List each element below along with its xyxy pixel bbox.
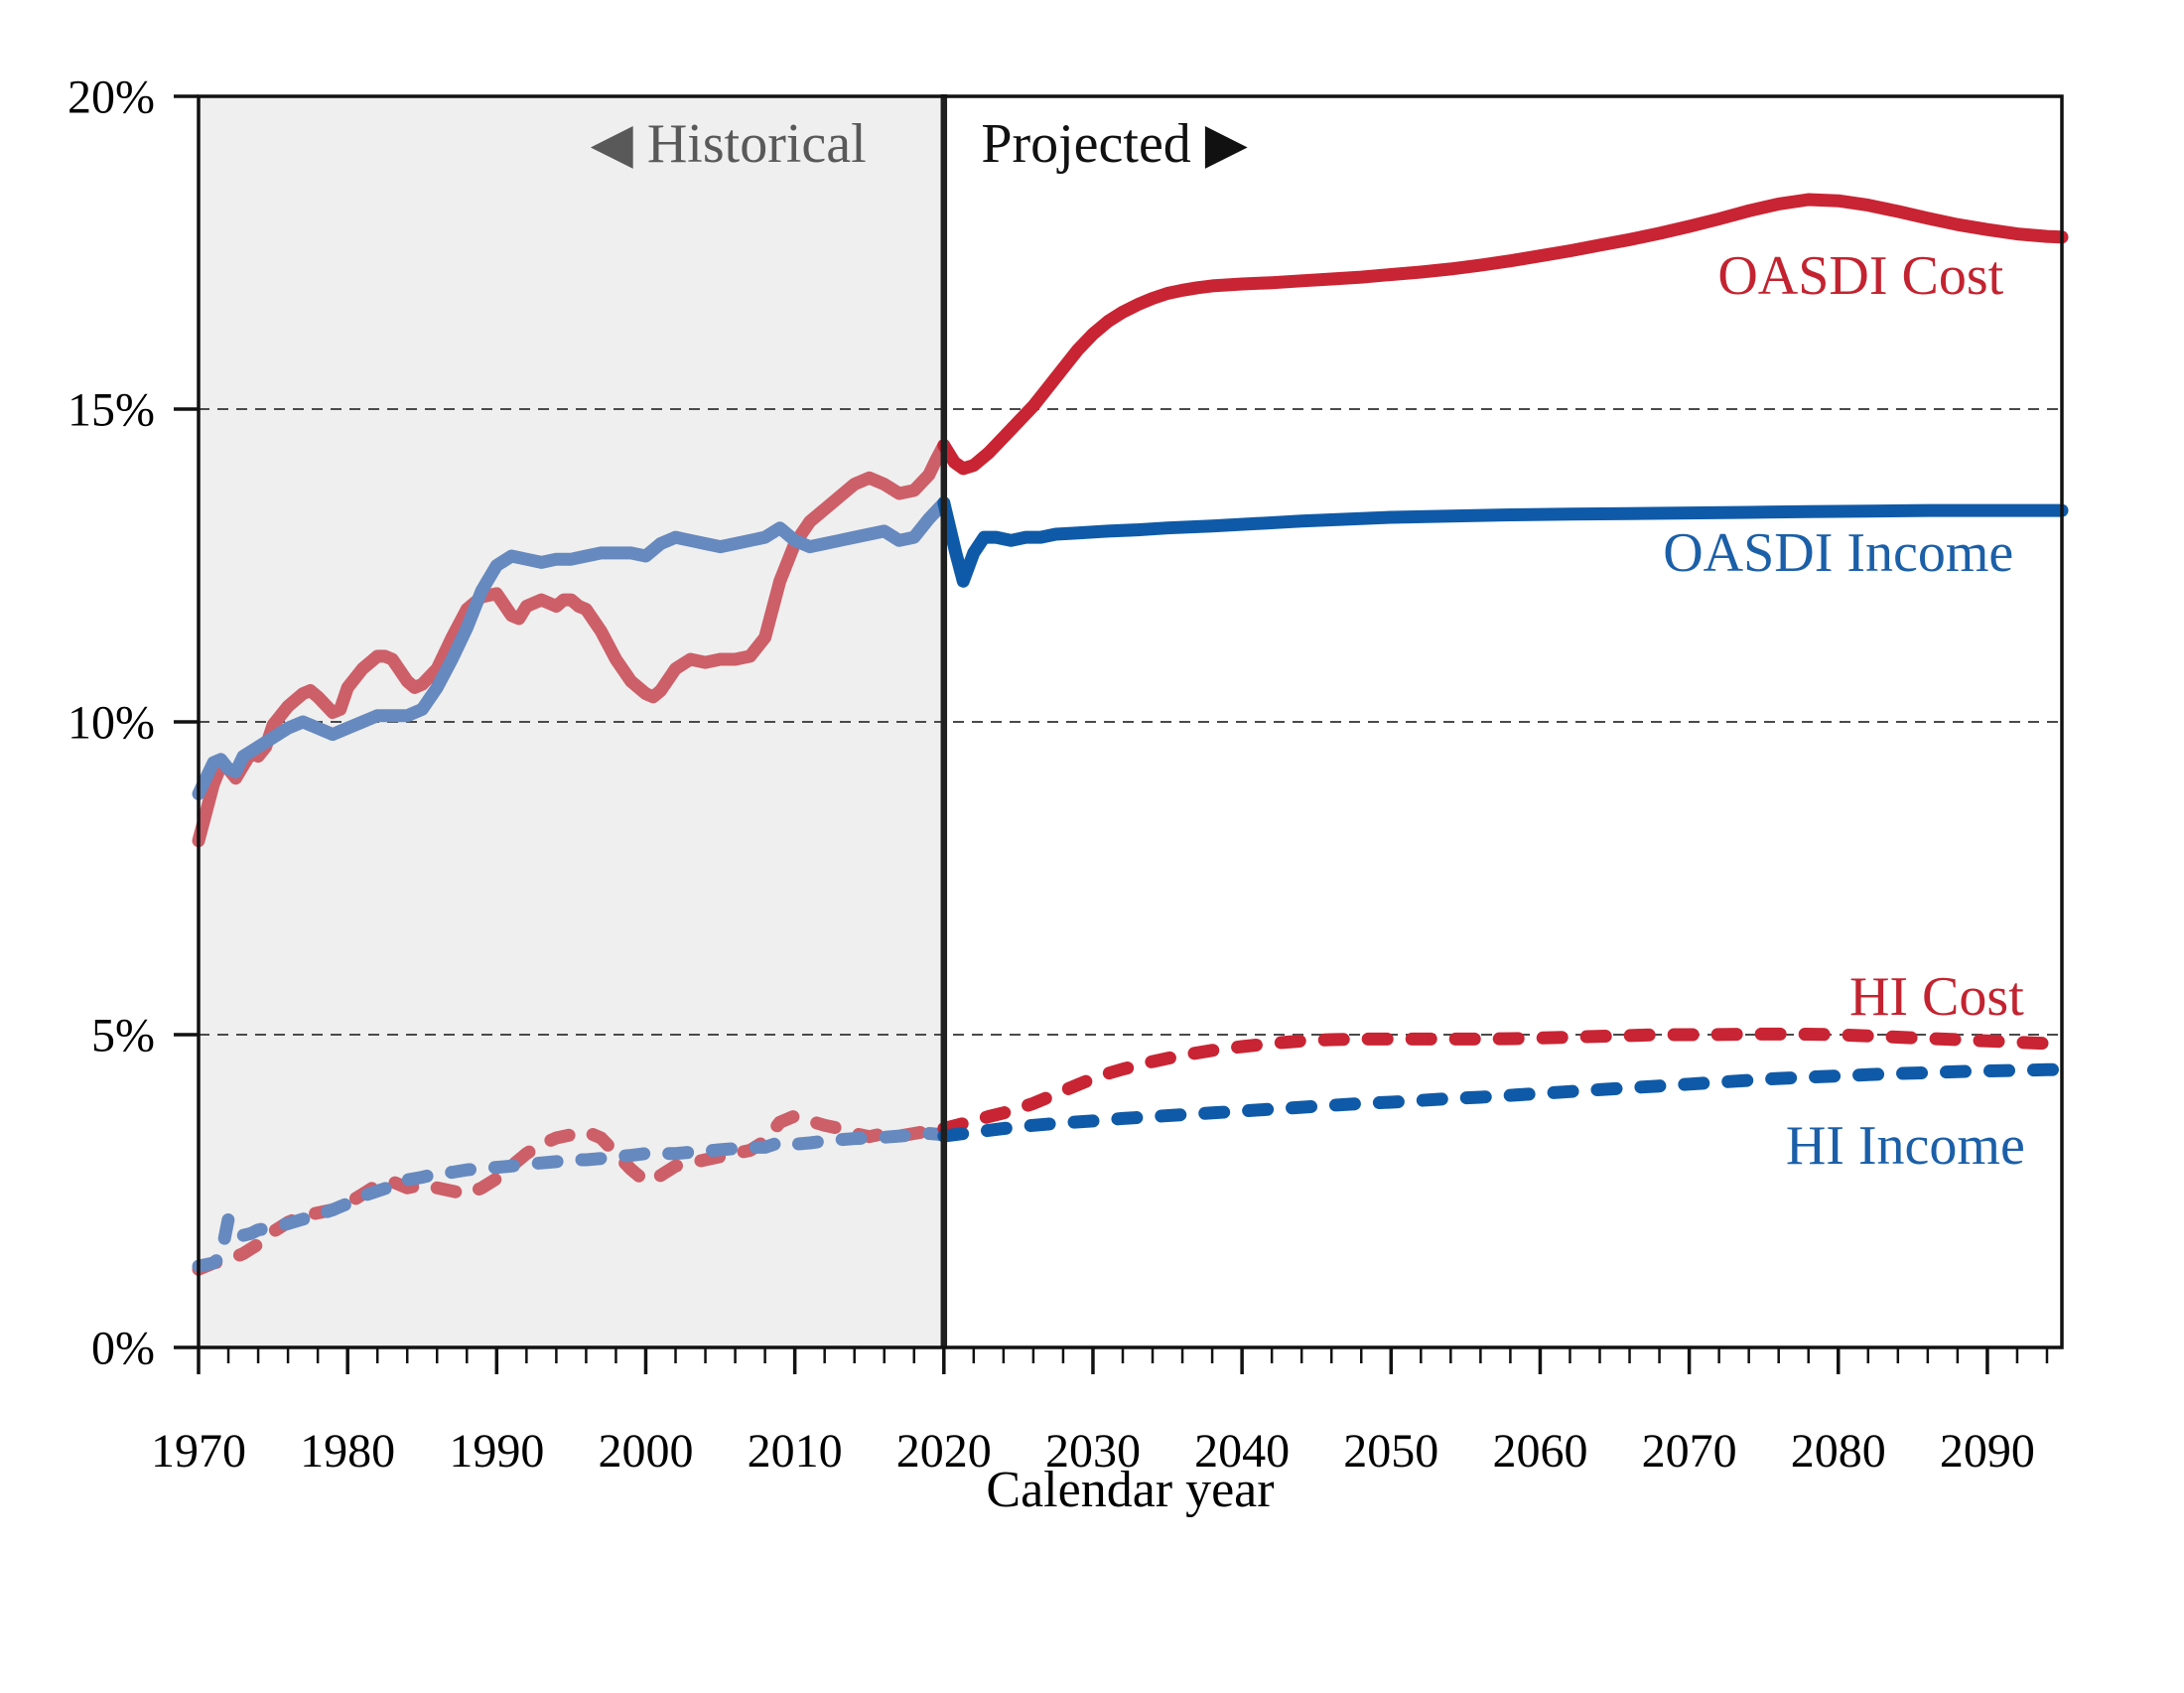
x-tick-label-2090: 2090 xyxy=(1940,1425,2035,1478)
historical-label: ◀ Historical xyxy=(591,113,867,175)
series-hi-income-projected xyxy=(937,1062,2069,1143)
y-tick-label-10: 10% xyxy=(68,696,155,749)
y-tick-label-15: 15% xyxy=(68,383,155,436)
x-axis-title: Calendar year xyxy=(986,1462,1274,1518)
y-tick-label-20: 20% xyxy=(68,71,155,123)
x-tick-label-2040: 2040 xyxy=(1194,1425,1290,1478)
x-tick-label-1970: 1970 xyxy=(151,1425,246,1478)
y-tick-label-5: 5% xyxy=(91,1009,155,1061)
x-tick-label-2060: 2060 xyxy=(1492,1425,1587,1478)
series-hi-cost-projected xyxy=(937,1027,2069,1135)
x-tick-label-2080: 2080 xyxy=(1791,1425,1886,1478)
hi-cost-label: HI Cost xyxy=(1849,966,2024,1028)
x-tick-label-1980: 1980 xyxy=(300,1425,395,1478)
series-hi-income-historical xyxy=(192,1127,951,1273)
oasdi-cost-label: OASDI Cost xyxy=(1717,245,2003,307)
x-tick-label-1990: 1990 xyxy=(449,1425,544,1478)
x-tick-label-2020: 2020 xyxy=(896,1425,992,1478)
oasdi-income-label: OASDI Income xyxy=(1663,522,2013,584)
x-tick-label-2070: 2070 xyxy=(1642,1425,1737,1478)
projected-label: Projected ▶ xyxy=(981,113,1248,175)
x-tick-label-2030: 2030 xyxy=(1045,1425,1141,1478)
series-oasdi-income-historical xyxy=(192,496,951,800)
hi-income-label: HI Income xyxy=(1786,1115,2025,1177)
x-tick-label-2050: 2050 xyxy=(1343,1425,1438,1478)
x-tick-label-2010: 2010 xyxy=(748,1425,843,1478)
y-tick-label-0: 0% xyxy=(91,1322,155,1374)
series-oasdi-income-projected xyxy=(937,496,2069,588)
x-tick-label-2000: 2000 xyxy=(598,1425,693,1478)
series-oasdi-cost-projected xyxy=(937,193,2069,476)
